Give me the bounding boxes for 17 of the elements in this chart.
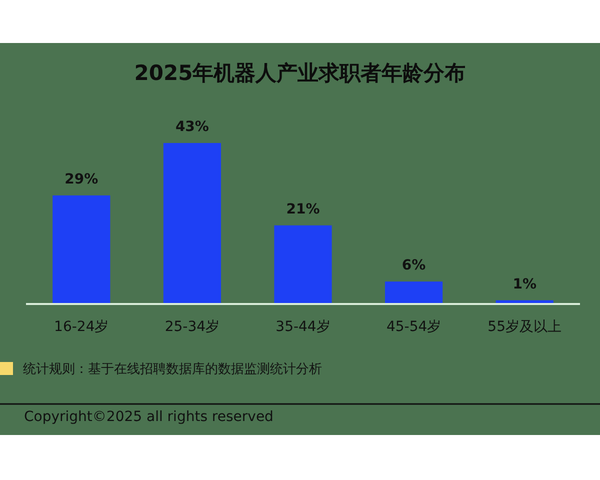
x-tick-label: 55岁及以上 (488, 319, 562, 335)
chart-title: 2025年机器人产业求职者年龄分布 (134, 61, 466, 85)
data-label: 43% (175, 119, 209, 135)
text: Copyright©2025 all rights reserved (24, 409, 274, 425)
data-label: 29% (64, 171, 98, 188)
x-tick-label: 25-34岁 (164, 319, 220, 335)
x-tick-label: 45-54岁 (386, 319, 442, 335)
data-label: 1% (512, 276, 536, 292)
bar (384, 282, 443, 304)
bar (163, 143, 222, 304)
bar (52, 195, 110, 304)
x-tick-label: 16-24岁 (54, 319, 109, 335)
data-label: 21% (286, 201, 320, 218)
data-label: 6% (402, 258, 426, 274)
x-tick-label: 35-44岁 (276, 319, 330, 335)
bar (274, 225, 332, 304)
text: 统计规则：基于在线招聘数据库的数据监测统计分析 (23, 362, 322, 377)
